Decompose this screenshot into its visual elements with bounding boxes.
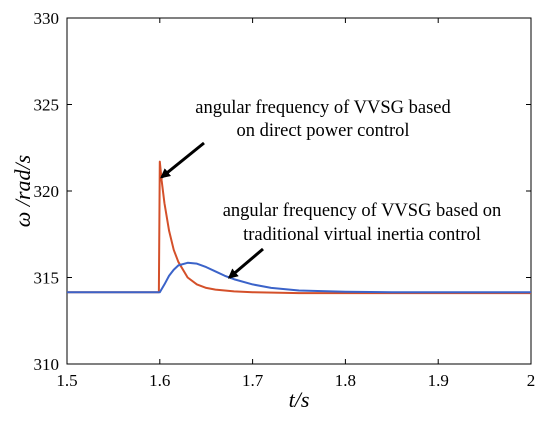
x-axis-label: t/s xyxy=(289,387,310,412)
y-tick-label: 315 xyxy=(34,269,60,288)
plot-area xyxy=(66,17,532,365)
tick-layer: 1.5 1.6 1.7 1.8 1.9 2 310 315 320 325 330 xyxy=(34,9,536,390)
x-tick-label: 1.5 xyxy=(56,371,77,390)
y-tick-label: 320 xyxy=(34,182,60,201)
annotation-arrow-1 xyxy=(160,141,205,179)
annotation-2-line-2: traditional virtual inertia control xyxy=(243,225,481,245)
annotation-2-line-1: angular frequency of VVSG based on xyxy=(223,201,502,221)
x-tick-label: 2 xyxy=(527,371,536,390)
y-tick-label: 330 xyxy=(34,9,60,28)
plot-frame xyxy=(66,17,532,365)
y-tick-label: 310 xyxy=(34,355,60,374)
x-tick-label: 1.8 xyxy=(335,371,356,390)
x-tick-label: 1.7 xyxy=(242,371,264,390)
annotation-arrow-2 xyxy=(227,247,264,279)
annotation-layer: angular frequency of VVSG based on direct… xyxy=(160,98,502,279)
annotation-1-line-1: angular frequency of VVSG based xyxy=(195,98,451,118)
series-line-2 xyxy=(67,261,531,294)
x-tick-label: 1.9 xyxy=(428,371,449,390)
x-tick-label: 1.6 xyxy=(149,371,170,390)
annotation-1-line-2: on direct power control xyxy=(236,121,409,141)
y-axis-label: ω /rad/s xyxy=(10,155,35,227)
y-tick-label: 325 xyxy=(34,96,60,115)
